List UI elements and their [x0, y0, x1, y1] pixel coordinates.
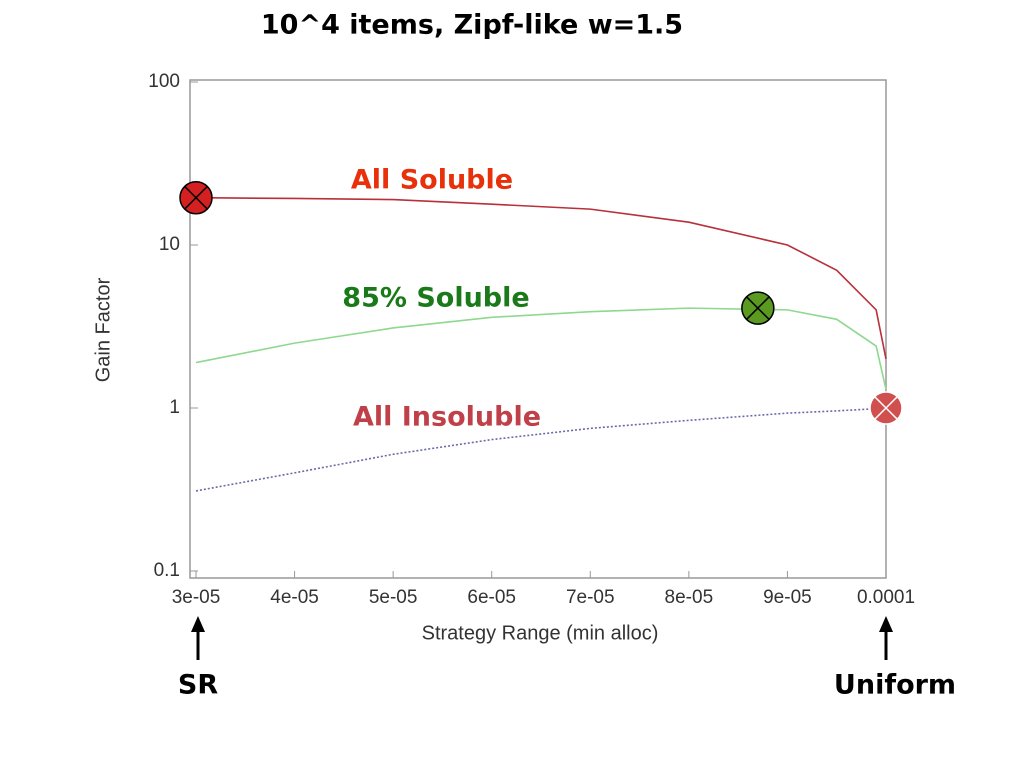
x-tick-label: 4e-05 [270, 587, 319, 608]
y-tick-label: 1 [169, 397, 180, 418]
marker [741, 291, 775, 325]
plot-frame [189, 79, 887, 579]
arrow [191, 616, 893, 660]
series-line [195, 307, 887, 390]
y-tick-label: 0.1 [154, 560, 180, 581]
annotation: Uniform [834, 670, 956, 701]
annotation: 85% Soluble [342, 283, 529, 314]
x-tick-label: 3e-05 [172, 587, 221, 608]
marker [869, 391, 903, 425]
x-tick-label: 5e-05 [369, 587, 418, 608]
annotation: All Soluble [351, 165, 513, 196]
x-tick-label: 7e-05 [566, 587, 615, 608]
series-line [195, 407, 887, 492]
x-tick-label: 8e-05 [665, 587, 714, 608]
annotation: All Insoluble [353, 402, 541, 433]
y-tick-label: 100 [148, 71, 180, 92]
marker [179, 180, 213, 215]
y-axis-label: Gain Factor [92, 277, 114, 382]
x-tick-label: 9e-05 [763, 587, 812, 608]
chart-title: 10^4 items, Zipf-like w=1.5 [261, 10, 683, 41]
y-tick-label: 10 [159, 234, 180, 255]
series-line [195, 196, 887, 360]
x-tick-label: 0.0001 [857, 587, 915, 608]
x-tick-label: 6e-05 [467, 587, 516, 608]
annotation: SR [178, 670, 218, 701]
x-axis-label: Strategy Range (min alloc) [422, 622, 659, 644]
